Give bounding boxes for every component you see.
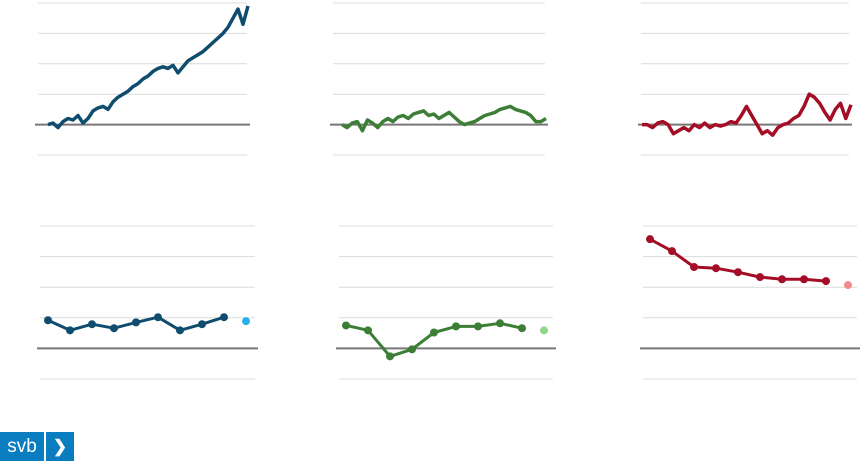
point xyxy=(408,345,416,354)
point xyxy=(430,328,438,337)
point xyxy=(110,324,118,333)
point xyxy=(844,281,852,290)
logo[interactable]: svb ❯ xyxy=(0,432,74,461)
point xyxy=(154,313,162,322)
point xyxy=(198,320,206,329)
series-line xyxy=(47,5,250,130)
point xyxy=(690,263,698,272)
point xyxy=(778,275,786,284)
point xyxy=(712,264,720,273)
point xyxy=(386,352,394,361)
point xyxy=(242,317,250,326)
point xyxy=(756,273,764,282)
point xyxy=(452,322,460,331)
point xyxy=(176,326,184,335)
logo-text: svb xyxy=(7,436,37,457)
point xyxy=(518,324,526,333)
point xyxy=(474,322,482,331)
point xyxy=(220,313,228,322)
point xyxy=(668,247,676,256)
logo-arrow: ❯ xyxy=(53,437,67,457)
point xyxy=(734,268,742,277)
series-line xyxy=(642,92,853,137)
point xyxy=(496,319,504,328)
point xyxy=(540,326,548,335)
point xyxy=(364,326,372,335)
point xyxy=(646,235,654,244)
point xyxy=(132,318,140,327)
point xyxy=(342,321,350,330)
point xyxy=(88,320,96,329)
point xyxy=(800,275,808,284)
point xyxy=(822,277,830,286)
point xyxy=(44,316,52,325)
logo-arrow-box xyxy=(46,432,74,461)
series-line xyxy=(345,321,523,358)
point xyxy=(66,326,74,335)
series-line xyxy=(341,104,547,133)
logo-box xyxy=(0,432,44,461)
